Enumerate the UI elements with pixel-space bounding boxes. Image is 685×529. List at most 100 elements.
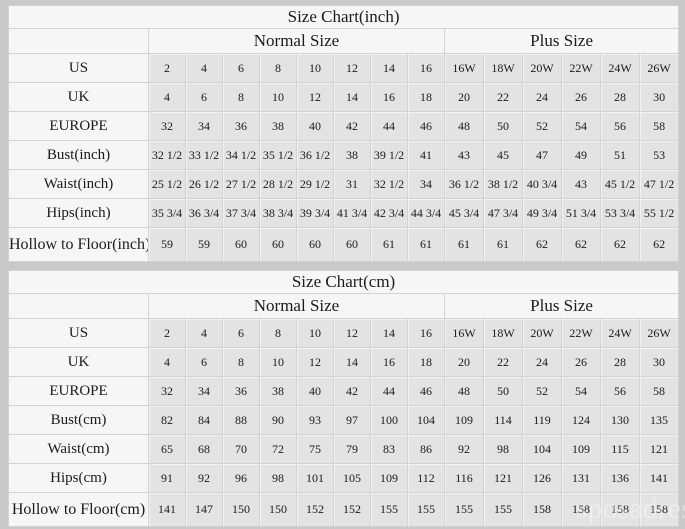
data-cell: 43: [444, 140, 484, 170]
data-cell: 6: [185, 347, 223, 377]
data-cell: 10: [259, 82, 297, 112]
data-cell: 131: [561, 463, 601, 493]
data-cell: 72: [259, 434, 297, 464]
data-cell: 50: [483, 376, 523, 406]
data-cell: 28: [600, 347, 640, 377]
data-cell: 14: [333, 347, 371, 377]
data-cell: 38: [333, 140, 371, 170]
data-cell: 60: [296, 227, 334, 262]
table-row: Hips(cm) 91 92 96 98 101 105 109 112 116 121 126 131…: [8, 463, 680, 493]
data-cell: 93: [296, 405, 334, 435]
data-cell: 16W: [444, 318, 484, 348]
data-cell: 49 3/4: [522, 198, 562, 228]
table-title: Size Chart(cm): [7, 270, 680, 294]
row-label: Hips(inch): [8, 198, 149, 228]
data-cell: 28: [600, 82, 640, 112]
data-cell: 62: [600, 227, 640, 262]
data-cell: 158: [522, 492, 562, 527]
data-cell: 16: [407, 53, 445, 83]
data-cell: 33 1/2: [185, 140, 223, 170]
data-cell: 59: [148, 227, 186, 262]
data-cell: 16W: [444, 53, 484, 83]
data-cell: 41: [407, 140, 445, 170]
data-cell: 36: [222, 376, 260, 406]
corner-cell: [8, 293, 149, 319]
data-cell: 101: [296, 463, 334, 493]
data-cell: 136: [600, 463, 640, 493]
data-cell: 36 1/2: [296, 140, 334, 170]
data-cell: 22: [483, 82, 523, 112]
data-cell: 32 1/2: [370, 169, 408, 199]
data-cell: 75: [296, 434, 334, 464]
data-cell: 150: [259, 492, 297, 527]
data-cell: 39 1/2: [370, 140, 408, 170]
data-cell: 62: [522, 227, 562, 262]
data-cell: 29 1/2: [296, 169, 334, 199]
data-cell: 14: [370, 318, 408, 348]
data-cell: 92: [185, 463, 223, 493]
data-cell: 51 3/4: [561, 198, 601, 228]
data-cell: 20: [444, 347, 484, 377]
data-cell: 24: [522, 347, 562, 377]
data-cell: 10: [296, 318, 334, 348]
data-cell: 52: [522, 111, 562, 141]
data-cell: 59: [185, 227, 223, 262]
data-cell: 8: [259, 53, 297, 83]
data-cell: 10: [296, 53, 334, 83]
data-cell: 60: [222, 227, 260, 262]
table-title: Size Chart(inch): [7, 5, 680, 29]
data-cell: 121: [483, 463, 523, 493]
data-cell: 24W: [600, 318, 640, 348]
data-cell: 26: [561, 347, 601, 377]
data-cell: 62: [638, 227, 680, 262]
group-header-normal-size: Normal Size: [148, 293, 445, 319]
data-cell: 44: [370, 376, 408, 406]
data-cell: 43: [561, 169, 601, 199]
data-cell: 44 3/4: [407, 198, 445, 228]
data-cell: 25 1/2: [148, 169, 186, 199]
group-header-plus-size: Plus Size: [443, 293, 680, 319]
data-cell: 119: [522, 405, 562, 435]
data-cell: 130: [600, 405, 640, 435]
data-cell: 18W: [483, 53, 523, 83]
data-cell: 34: [185, 111, 223, 141]
data-cell: 135: [638, 405, 680, 435]
data-cell: 82: [148, 405, 186, 435]
data-cell: 42: [333, 111, 371, 141]
data-cell: 34: [185, 376, 223, 406]
data-cell: 20: [444, 82, 484, 112]
data-cell: 26W: [638, 53, 680, 83]
data-cell: 98: [483, 434, 523, 464]
data-cell: 79: [333, 434, 371, 464]
data-cell: 83: [370, 434, 408, 464]
table-row: US 2 4 6 8 10 12 14 16 16W 18W 20W 22W 24W 26W: [8, 53, 680, 83]
table-title-row: Size Chart(inch): [7, 5, 680, 29]
data-cell: 16: [370, 347, 408, 377]
data-cell: 12: [296, 347, 334, 377]
row-label: US: [8, 53, 149, 83]
data-cell: 42: [333, 376, 371, 406]
table-row: Waist(cm) 65 68 70 72 75 79 83 86 92 98 104 109 115 12…: [8, 434, 680, 464]
table-row: UK 4 6 8 10 12 14 16 18 20 22 24 26 28 30: [8, 347, 680, 377]
data-cell: 35 3/4: [148, 198, 186, 228]
data-cell: 58: [638, 111, 680, 141]
data-cell: 30: [638, 347, 680, 377]
data-cell: 84: [185, 405, 223, 435]
data-cell: 115: [600, 434, 640, 464]
data-cell: 40 3/4: [522, 169, 562, 199]
data-cell: 22W: [561, 318, 601, 348]
column-group-row: Normal Size Plus Size: [8, 293, 680, 319]
data-cell: 44: [370, 111, 408, 141]
data-cell: 18: [407, 347, 445, 377]
data-cell: 158: [561, 492, 601, 527]
data-cell: 6: [222, 53, 260, 83]
data-cell: 8: [259, 318, 297, 348]
data-cell: 6: [185, 82, 223, 112]
data-cell: 16: [407, 318, 445, 348]
data-cell: 56: [600, 376, 640, 406]
data-cell: 28 1/2: [259, 169, 297, 199]
table-row: Bust(inch) 32 1/2 33 1/2 34 1/2 35 1/2 36 1/2…: [8, 140, 680, 170]
data-cell: 10: [259, 347, 297, 377]
data-cell: 47 1/2: [638, 169, 680, 199]
data-cell: 48: [444, 111, 484, 141]
